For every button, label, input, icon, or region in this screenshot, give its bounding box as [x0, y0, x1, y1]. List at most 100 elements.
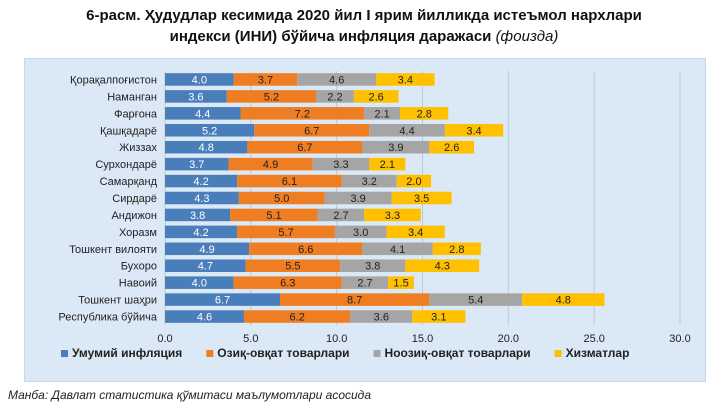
bar-segment	[364, 208, 421, 222]
data-label: 3.9	[388, 142, 403, 154]
data-label: 4.6	[329, 74, 344, 86]
bar-segment	[522, 293, 605, 306]
data-label: 6.7	[215, 295, 230, 307]
data-label: 3.1	[431, 312, 446, 324]
bar-segment	[405, 259, 480, 272]
bar-segment	[396, 174, 432, 188]
data-label: 3.7	[258, 74, 273, 86]
bar-segment	[317, 208, 365, 222]
x-tick-label: 25.0	[583, 333, 604, 345]
x-tick-label: 20.0	[498, 333, 519, 345]
x-tick-label: 5.0	[243, 333, 258, 345]
data-label: 4.6	[197, 312, 212, 324]
category-label: Навоий	[119, 278, 157, 290]
bar-segment	[400, 107, 449, 120]
bar-segment	[341, 276, 389, 289]
category-label: Фарғона	[114, 108, 158, 120]
bar-segment	[243, 310, 351, 323]
bar-segment	[240, 107, 365, 120]
data-label: 2.6	[444, 142, 459, 154]
bar-segment	[376, 73, 435, 86]
data-label: 5.5	[285, 261, 300, 273]
bar-segment	[429, 140, 474, 154]
data-label: 4.0	[192, 278, 207, 290]
data-label: 3.4	[408, 227, 423, 239]
source-note: Манба: Давлат статистика қўмитаси маълум…	[8, 388, 371, 402]
data-label: 4.3	[194, 193, 209, 205]
category-label: Бухоро	[121, 261, 157, 273]
chart-title-line2: индекси (ИНИ) бўйича инфляция даражаси (…	[0, 27, 728, 47]
category-label: Наманган	[107, 91, 157, 103]
data-label: 1.5	[393, 278, 408, 290]
category-label: Тошкент вилояти	[69, 244, 157, 256]
category-label: Андижон	[111, 210, 157, 222]
data-label: 6.2	[290, 312, 305, 324]
data-label: 5.2	[264, 91, 279, 103]
data-label: 3.3	[385, 210, 400, 222]
bar-segment	[233, 276, 342, 289]
legend-swatch	[206, 350, 214, 357]
data-label: 4.0	[192, 74, 207, 86]
bar-segment	[388, 276, 414, 289]
legend-swatch	[554, 350, 562, 357]
bar-segment	[165, 157, 229, 171]
bar-segment	[165, 208, 231, 222]
data-label: 3.8	[365, 261, 380, 273]
category-label: Қорақалпоғистон	[70, 74, 157, 86]
bar-segment	[237, 174, 342, 188]
bar-segment	[362, 140, 430, 154]
data-label: 4.2	[193, 176, 208, 188]
data-label: 2.7	[357, 278, 372, 290]
data-label: 4.9	[263, 159, 278, 171]
chart-title-line1: 6-расм. Ҳудудлар кесимида 2020 йил I яри…	[86, 7, 642, 24]
category-label: Жиззах	[119, 142, 157, 154]
data-label: 2.6	[369, 91, 384, 103]
chart-title-unit: (фоизда)	[495, 28, 559, 45]
bar-segment	[364, 107, 401, 120]
category-label: Сурхондарё	[95, 159, 157, 171]
bar-segment	[350, 310, 413, 323]
bar-segment	[444, 124, 504, 137]
bar-segment	[334, 225, 387, 239]
data-label: 2.0	[406, 176, 421, 188]
bar-segment	[165, 310, 244, 323]
data-label: 4.7	[198, 261, 213, 273]
bar-segment	[165, 242, 250, 256]
legend-entry: Умумий инфляция	[72, 346, 182, 360]
bar-segment	[237, 225, 335, 239]
bar-segment	[340, 259, 406, 272]
category-label: Қашқадарё	[100, 125, 157, 137]
bar-segment	[165, 174, 238, 188]
x-tick-label: 0.0	[157, 333, 172, 345]
category-label: Тошкент шаҳри	[78, 295, 157, 307]
bar-segment	[238, 191, 325, 205]
legend-swatch	[373, 350, 381, 357]
data-label: 7.2	[295, 108, 310, 120]
data-label: 5.0	[274, 193, 289, 205]
data-label: 4.4	[195, 108, 210, 120]
bar-segment	[165, 124, 255, 137]
data-label: 6.7	[304, 125, 319, 137]
bar-segment	[312, 157, 370, 171]
bar-segment	[249, 242, 363, 256]
bar-segment	[432, 242, 481, 256]
data-label: 6.1	[282, 176, 297, 188]
bar-segment	[412, 310, 466, 323]
data-label: 2.8	[417, 108, 432, 120]
data-label: 5.1	[266, 210, 281, 222]
data-label: 6.3	[280, 278, 295, 290]
bar-segment	[165, 107, 241, 120]
data-label: 3.9	[350, 193, 365, 205]
bar-segment	[165, 191, 239, 205]
bar-segment	[341, 174, 397, 188]
bar-segment	[165, 259, 246, 272]
legend-entry: Озиқ-овқат товарлари	[217, 346, 349, 360]
legend-swatch	[61, 350, 68, 357]
bar-segment	[165, 276, 234, 289]
bar-segment	[386, 225, 445, 239]
bar-segment	[165, 140, 248, 154]
data-label: 3.8	[190, 210, 205, 222]
chart-title-line2-text: индекси (ИНИ) бўйича инфляция даражаси	[169, 28, 492, 45]
legend-entry: Ноозиқ-овқат товарлари	[385, 346, 531, 360]
bar-segment	[369, 124, 445, 137]
